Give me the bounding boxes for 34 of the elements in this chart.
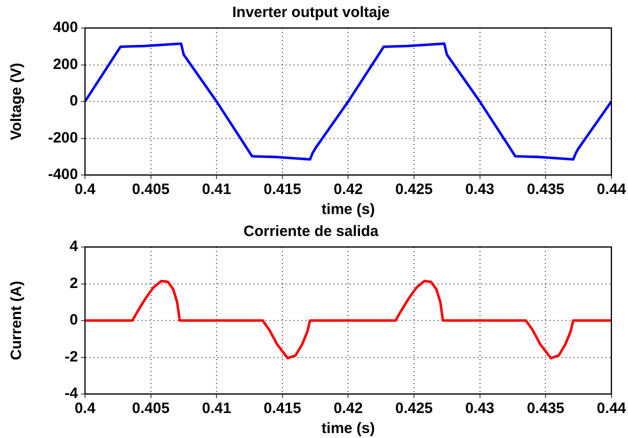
x-tick-label: 0.4 [74,400,96,418]
x-tick-label: 0.415 [264,181,302,198]
x-tick-label: 0.415 [264,400,302,418]
x-tick-label: 0.435 [526,181,564,198]
x-tick-label: 0.44 [596,400,627,418]
y-axis-title: Current (A) [8,280,26,360]
y-tick-label: 4 [70,238,79,256]
y-tick-label: 400 [52,19,78,36]
x-tick-label: 0.41 [202,181,232,198]
x-tick-label: 0.42 [334,181,363,198]
y-tick-label: -200 [48,129,78,146]
y-tick-label: 0 [70,312,78,329]
x-tick-label: 0.435 [526,400,564,418]
x-tick-label: 0.43 [465,181,494,198]
chart-title: Corriente de salida [243,223,380,240]
x-axis-title: time (s) [322,420,375,438]
x-tick-label: 0.425 [395,400,433,418]
x-tick-label: 0.425 [395,181,433,198]
x-tick-label: 0.42 [334,400,363,418]
x-axis-title: time (s) [322,201,375,218]
x-tick-label: 0.41 [202,400,232,418]
x-tick-label: 0.44 [596,181,627,198]
y-tick-label: -400 [48,166,78,184]
y-tick-label: 200 [52,56,78,73]
y-axis-title: Voltage (V) [8,62,26,140]
x-tick-label: 0.405 [132,181,170,198]
x-tick-label: 0.4 [74,181,96,198]
chart-title: Inverter output voltaje [232,4,390,22]
x-tick-label: 0.405 [132,400,170,418]
y-tick-label: 0 [70,92,78,110]
y-tick-label: 2 [70,274,78,292]
y-tick-label: -2 [64,348,78,366]
x-tick-label: 0.43 [465,400,494,418]
y-tick-label: -4 [64,385,79,402]
